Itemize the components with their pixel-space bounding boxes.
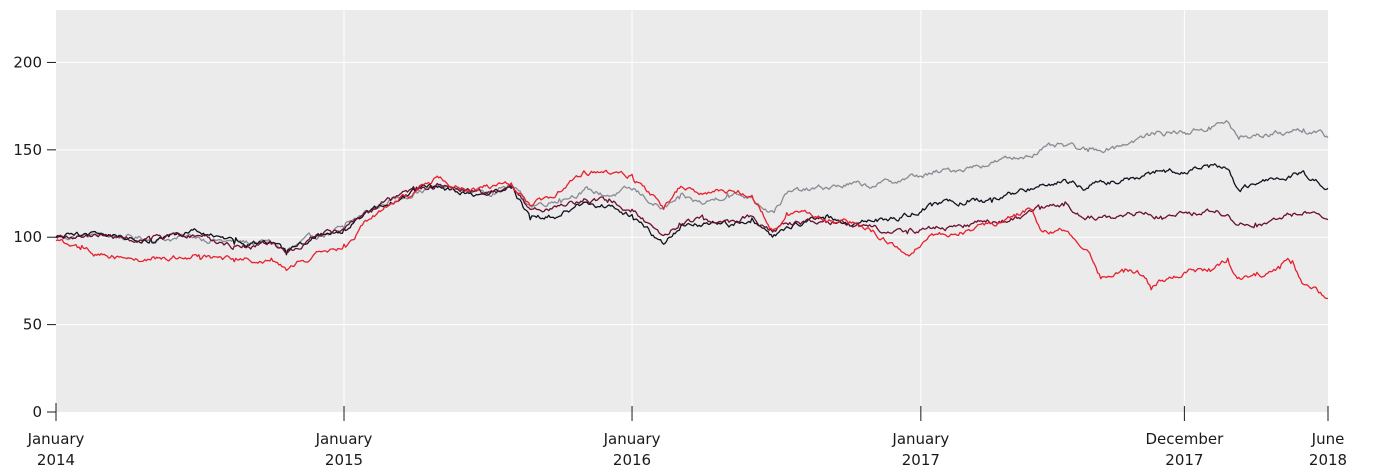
x-tick-label-line1: December <box>1145 430 1224 448</box>
series-line-2 <box>55 163 1329 256</box>
series-lines <box>55 120 1329 300</box>
x-tick-label-line1: January <box>891 430 949 448</box>
x-tick-label-line1: January <box>603 430 661 448</box>
x-tick-label-line1: January <box>27 430 85 448</box>
x-tick-label-line1: January <box>315 430 373 448</box>
gridlines <box>56 10 1328 412</box>
x-tick-label-line2: 2017 <box>902 451 940 469</box>
x-tick-label-line2: 2016 <box>613 451 651 469</box>
x-tick-label-line1: June <box>1311 430 1345 448</box>
plot-area <box>56 10 1328 412</box>
x-tick-label-line2: 2017 <box>1165 451 1203 469</box>
y-tick-label: 0 <box>32 403 42 421</box>
x-tick-label-line2: 2018 <box>1309 451 1347 469</box>
y-tick-label: 200 <box>13 53 42 71</box>
axes <box>47 61 1329 421</box>
x-tick-label-line2: 2014 <box>37 451 75 469</box>
y-tick-label: 50 <box>23 316 42 334</box>
series-line-1 <box>55 120 1329 252</box>
y-tick-label: 100 <box>13 228 42 246</box>
series-line-4 <box>55 169 1329 300</box>
y-tick-label: 150 <box>13 141 42 159</box>
tick-labels: 0 50 100 150 200 January 2014 January 2015 Januar… <box>13 53 1347 469</box>
series-line-3 <box>55 182 1329 254</box>
x-tick-label-line2: 2015 <box>325 451 363 469</box>
